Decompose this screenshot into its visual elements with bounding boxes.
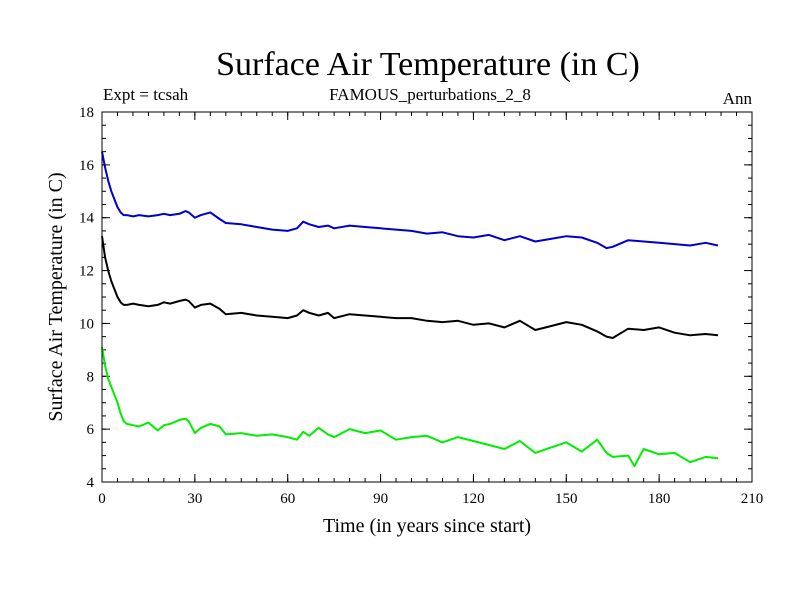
y-tick-label: 6 xyxy=(87,422,95,438)
subtitle-left: Expt = tcsah xyxy=(103,85,189,104)
x-tick-label: 60 xyxy=(280,491,295,507)
major-ticks xyxy=(101,111,753,483)
plot-frame xyxy=(101,111,753,483)
y-tick-label: 8 xyxy=(87,369,95,385)
y-axis-label: Surface Air Temperature (in C) xyxy=(45,172,67,421)
minor-ticks xyxy=(101,111,753,483)
x-tick-label: 180 xyxy=(648,491,671,507)
x-tick-label: 30 xyxy=(187,491,202,507)
subtitle-right: Ann xyxy=(723,89,753,108)
y-tick-label: 10 xyxy=(79,316,94,332)
series-group xyxy=(101,151,719,468)
x-tick-label: 150 xyxy=(555,491,578,507)
x-tick-label: 210 xyxy=(741,491,764,507)
x-axis-label: Time (in years since start) xyxy=(323,515,531,537)
y-tick-label: 12 xyxy=(79,264,94,280)
x-tick-label: 0 xyxy=(98,491,106,507)
y-tick-label: 16 xyxy=(79,158,95,174)
series-line-middle xyxy=(101,236,719,339)
series-line-upper xyxy=(101,151,719,250)
y-tick-label: 14 xyxy=(79,211,95,227)
x-tick-label: 90 xyxy=(373,491,388,507)
series-line-lower xyxy=(101,347,719,468)
y-tick-label: 4 xyxy=(87,475,95,491)
chart-title: Surface Air Temperature (in C) xyxy=(216,46,640,83)
x-tick-label: 120 xyxy=(462,491,485,507)
subtitle-center: FAMOUS_perturbations_2_8 xyxy=(329,85,531,104)
y-tick-label: 18 xyxy=(79,105,94,121)
tick-labels: 0 30 60 90 120 150 180 210 4 6 8 10 12 14 16 18 xyxy=(79,105,763,507)
